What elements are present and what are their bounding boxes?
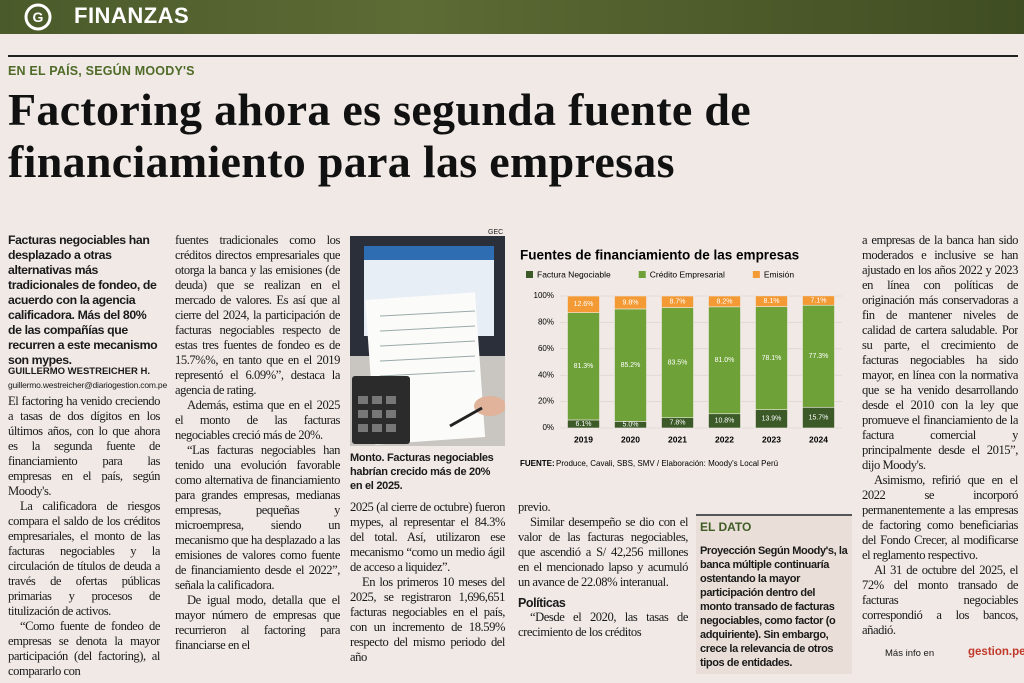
section-name: FINANZAS <box>74 3 190 28</box>
kicker: EN EL PAÍS, SEGÚN MOODY'S <box>8 64 195 78</box>
value-label: 81.3% <box>574 363 594 370</box>
y-tick-label: 40% <box>538 370 554 379</box>
column: 2025 (al cierre de octubre) fueron mypes… <box>350 500 505 678</box>
legend-label: Crédito Empresarial <box>650 269 725 279</box>
value-label: 13.9% <box>762 416 782 423</box>
legend-label: Emisión <box>764 269 795 279</box>
rule <box>8 55 1018 57</box>
headline: Factoring ahora es segunda fuente de fin… <box>8 84 751 187</box>
value-label: 8.1% <box>764 298 780 305</box>
bar-segment <box>755 295 788 307</box>
chart: Fuentes de financiamiento de las empresa… <box>520 248 842 468</box>
sidebar-body: Proyección Según Moody's, la banca múlti… <box>700 544 848 670</box>
paragraph: fuentes tradicionales como los créditos … <box>175 233 340 397</box>
paragraph: De igual modo, detalla que el mayor núme… <box>175 593 340 652</box>
x-tick-label: 2023 <box>762 434 781 444</box>
column: fuentes tradicionales como los créditos … <box>175 233 340 678</box>
paragraph: Similar desempeño se dio con el valor de… <box>518 515 688 589</box>
bar-segment <box>661 307 694 419</box>
column: previo. Similar desempeño se dio con el v… <box>518 500 688 678</box>
email: guillermo.westreicher@diariogestion.com.… <box>8 380 167 390</box>
y-tick-label: 80% <box>538 318 554 327</box>
more-info: Más info en <box>885 648 935 659</box>
value-label: 81.0% <box>715 357 735 364</box>
value-label: 8.7% <box>670 299 686 306</box>
bar-segment <box>755 306 788 410</box>
sidebar-text: Según Moody's, la banca múltiple continu… <box>700 545 848 669</box>
column: El factoring ha venido creciendo a tasas… <box>8 394 160 678</box>
legend-label: Factura Negociable <box>537 269 611 279</box>
bar-segment <box>661 295 694 308</box>
value-label: 78.1% <box>762 355 782 362</box>
svg-text:G: G <box>33 9 44 25</box>
sidebar: EL DATO Proyección Según Moody's, la ban… <box>696 514 852 674</box>
chart-title: Fuentes de financiamiento de las empresa… <box>520 248 799 263</box>
paragraph: El factoring ha venido creciendo a tasas… <box>8 394 160 498</box>
paragraph: “Las facturas negociables han tenido una… <box>175 443 340 592</box>
caption-text: Facturas negociables habrían crecido más… <box>350 452 494 492</box>
author: GUILLERMO WESTREICHER H. <box>8 366 150 377</box>
value-label: 5.0% <box>623 422 639 429</box>
column: a empresas de la banca han sido moderado… <box>862 233 1018 643</box>
y-tick-label: 0% <box>542 423 554 432</box>
value-label: 77.3% <box>809 353 829 360</box>
value-label: 10.8% <box>715 418 735 425</box>
x-tick-label: 2024 <box>809 434 828 444</box>
bar-segment <box>567 295 600 313</box>
paragraph: 2025 (al cierre de octubre) fueron mypes… <box>350 500 505 574</box>
value-label: 7.8% <box>670 420 686 427</box>
sidebar-label: EL DATO <box>700 520 752 534</box>
paragraph: previo. <box>518 500 551 514</box>
section-bar: G <box>0 0 1024 34</box>
legend-swatch <box>638 271 646 278</box>
paragraph: “Desde el 2020, las tasas de crecimiento… <box>518 610 688 639</box>
legend-swatch <box>752 271 760 278</box>
paragraph: La calificadora de riesgos compara el sa… <box>8 499 160 618</box>
paragraph: Asimismo, refirió que en el 2022 se inco… <box>862 473 1018 562</box>
site[interactable]: gestion.pe <box>968 646 1024 658</box>
paragraph: a empresas de la banca han sido moderado… <box>862 233 1018 472</box>
bar-segment <box>567 312 600 421</box>
value-label: 9.8% <box>623 299 639 306</box>
value-label: 15.7% <box>809 414 829 421</box>
paragraph: Al 31 de octubre del 2025, el 72% del mo… <box>862 563 1018 637</box>
sidebar-heading: Proyección <box>700 545 756 557</box>
value-label: 7.1% <box>811 297 827 304</box>
photo-caption: Monto. Facturas negociables habrían crec… <box>350 451 500 493</box>
value-label: 83.5% <box>668 359 688 366</box>
value-label: 8.2% <box>717 298 733 305</box>
caption-label: Monto. <box>350 452 385 464</box>
photo <box>350 236 505 446</box>
value-label: 6.1% <box>576 421 592 428</box>
value-label: 85.2% <box>621 362 641 369</box>
subhead: Políticas <box>518 596 566 610</box>
legend-swatch <box>526 271 533 278</box>
bar-segment <box>614 308 647 422</box>
x-tick-label: 2022 <box>715 434 734 444</box>
photo-credit: GEC <box>488 229 504 236</box>
y-tick-label: 100% <box>534 291 554 300</box>
lead: Facturas negociables han desplazado a ot… <box>8 233 158 367</box>
bar-segment <box>802 304 835 408</box>
bar-segment <box>708 295 741 308</box>
bar-segment <box>614 295 647 310</box>
logo: G <box>24 3 52 31</box>
paragraph: Además, estima que en el 2025 el monto d… <box>175 398 340 442</box>
paragraph: En los primeros 10 meses del 2025, se re… <box>350 575 505 664</box>
y-tick-label: 60% <box>538 344 554 353</box>
bar-segment <box>802 295 835 306</box>
source: Produce, Cavali, SBS, SMV / Elaboración:… <box>556 459 778 468</box>
value-label: 12.6% <box>574 301 594 308</box>
source-label: FUENTE: <box>520 459 555 468</box>
y-tick-label: 20% <box>538 397 554 406</box>
paragraph: “Como fuente de fondeo de empresas se de… <box>8 619 160 678</box>
x-tick-label: 2021 <box>668 434 687 444</box>
bar-segment <box>708 306 741 415</box>
x-tick-label: 2019 <box>574 434 593 444</box>
x-tick-label: 2020 <box>621 434 640 444</box>
